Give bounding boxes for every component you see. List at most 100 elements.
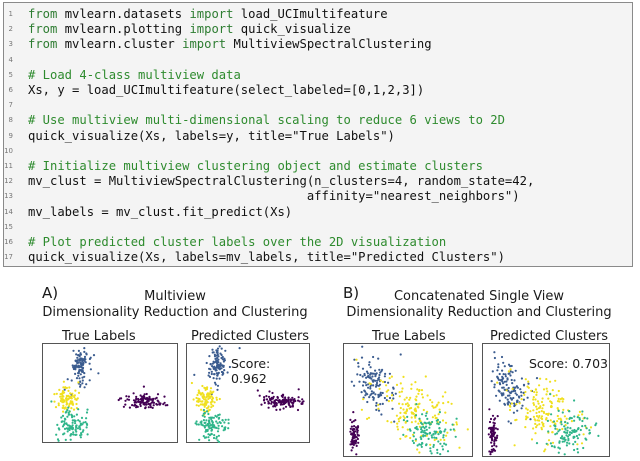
code-segment: load_UCImultifeature bbox=[233, 7, 388, 21]
scatter-point bbox=[65, 423, 68, 426]
scatter-point bbox=[207, 422, 211, 425]
scatter-point bbox=[416, 428, 419, 431]
scatter-point bbox=[420, 437, 423, 441]
scatter-point bbox=[526, 396, 529, 399]
code-listing: 1 from mvlearn.datasets import load_UCImu… bbox=[3, 2, 633, 267]
scatter-point bbox=[526, 411, 529, 415]
code-keyword: from bbox=[28, 7, 58, 21]
scatter-point bbox=[54, 406, 58, 409]
scatter-point bbox=[74, 365, 77, 368]
scatter-point bbox=[378, 368, 381, 371]
scatter-point bbox=[63, 432, 66, 435]
scatter-point bbox=[353, 430, 356, 433]
scatter-point bbox=[274, 405, 277, 408]
scatter-point bbox=[428, 423, 431, 426]
scatter-point bbox=[206, 386, 209, 389]
scatter-point bbox=[492, 431, 495, 434]
scatter-point bbox=[417, 392, 420, 395]
scatter-point bbox=[393, 420, 396, 423]
scatter-point bbox=[66, 424, 70, 427]
scatter-point bbox=[447, 401, 450, 404]
code-keyword: from bbox=[28, 22, 58, 37]
scatter-point bbox=[223, 369, 226, 372]
scatter-point bbox=[260, 403, 263, 406]
scatter-point bbox=[400, 390, 403, 393]
scatter-point bbox=[582, 446, 585, 450]
scatter-point bbox=[195, 423, 198, 426]
scatter-point bbox=[154, 397, 157, 400]
scatter-point bbox=[211, 424, 215, 427]
scatter-point bbox=[375, 383, 378, 386]
scatter-point bbox=[148, 398, 151, 401]
scatter-point bbox=[429, 447, 432, 450]
scatter-point bbox=[256, 389, 259, 392]
scatter-point bbox=[536, 419, 539, 422]
scatter-point bbox=[441, 419, 445, 422]
scatter-point bbox=[534, 432, 537, 435]
scatter-point bbox=[562, 408, 565, 411]
scatter-point bbox=[543, 450, 546, 453]
scatter-point bbox=[208, 416, 211, 419]
scatter-point bbox=[558, 440, 561, 443]
scatter-point bbox=[139, 401, 142, 404]
scatter-point bbox=[502, 386, 505, 389]
scatter-point bbox=[517, 395, 520, 398]
scatter-point bbox=[585, 427, 588, 430]
scatter-point bbox=[227, 422, 230, 425]
scatter-point bbox=[371, 396, 374, 399]
scatter-point bbox=[380, 413, 383, 416]
scatter-point bbox=[218, 377, 221, 380]
scatter-point bbox=[375, 401, 378, 405]
scatter-point bbox=[195, 420, 198, 423]
scatter-point bbox=[564, 431, 567, 434]
scatter-point bbox=[430, 452, 433, 455]
scatter-point bbox=[570, 431, 573, 435]
scatter-point bbox=[70, 379, 73, 382]
scatter-point bbox=[209, 363, 212, 366]
scatter-point bbox=[532, 403, 536, 406]
scatter-point bbox=[565, 444, 568, 447]
scatter-point bbox=[514, 386, 517, 389]
scatter-point bbox=[504, 396, 507, 399]
panel-b-score: Score: 0.703 bbox=[529, 356, 608, 371]
scatter-point bbox=[85, 426, 88, 429]
scatter-point bbox=[415, 395, 418, 398]
scatter-point bbox=[287, 396, 290, 400]
scatter-point bbox=[85, 383, 88, 386]
scatter-point bbox=[520, 377, 523, 380]
scatter-point bbox=[83, 347, 86, 350]
scatter-point bbox=[360, 391, 363, 394]
scatter-point bbox=[221, 371, 224, 374]
scatter-point bbox=[379, 379, 382, 382]
scatter-point bbox=[554, 427, 557, 430]
scatter-point bbox=[414, 438, 417, 441]
scatter-point bbox=[557, 409, 560, 412]
scatter-point bbox=[550, 445, 554, 448]
scatter-point bbox=[509, 397, 512, 400]
scatter-point bbox=[216, 353, 219, 356]
scatter-point bbox=[575, 434, 578, 438]
scatter-point bbox=[580, 442, 584, 445]
scatter-point bbox=[558, 447, 561, 450]
scatter-point bbox=[349, 427, 352, 430]
scatter-point bbox=[350, 421, 354, 424]
scatter-point bbox=[79, 352, 82, 355]
scatter-point bbox=[391, 391, 394, 394]
scatter-point bbox=[77, 419, 80, 422]
scatter-point bbox=[362, 398, 365, 401]
scatter-point bbox=[65, 401, 68, 404]
scatter-point bbox=[557, 397, 560, 400]
scatter-point bbox=[546, 419, 549, 422]
scatter-point bbox=[218, 440, 221, 444]
scatter-point bbox=[357, 365, 360, 368]
scatter-point bbox=[75, 426, 78, 429]
scatter-point bbox=[354, 439, 358, 442]
scatter-point bbox=[502, 382, 505, 385]
scatter-point bbox=[210, 429, 213, 432]
scatter-point bbox=[532, 398, 535, 401]
scatter-point bbox=[218, 416, 221, 419]
scatter-point bbox=[353, 433, 356, 436]
scatter-point bbox=[509, 422, 513, 425]
scatter-point bbox=[144, 401, 147, 404]
scatter-point bbox=[156, 403, 159, 406]
